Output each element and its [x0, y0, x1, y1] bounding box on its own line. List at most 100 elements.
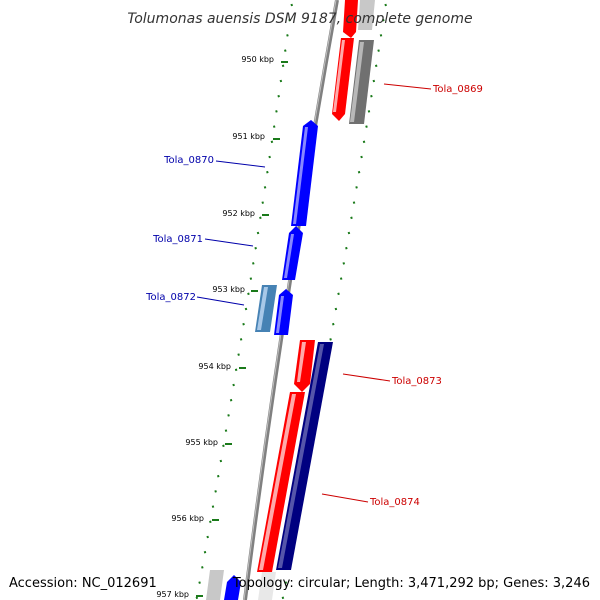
tick-dot [360, 155, 363, 159]
gene-block-tola-0872-highlight [257, 287, 268, 330]
tick-dot [334, 307, 338, 311]
tick-dot [211, 505, 215, 508]
tick-dot [219, 459, 223, 463]
tick-dot [268, 155, 271, 159]
tick-dot [286, 34, 289, 37]
gene-labels: Tola_0869 Tola_0870 Tola_0871 Tola_0872 … [145, 83, 483, 508]
tick-dot [227, 414, 230, 417]
tick-dot [224, 429, 228, 432]
tick-dot [374, 64, 378, 68]
tick-dot [355, 186, 358, 189]
tick-dot [370, 94, 373, 98]
tick-dot [329, 338, 332, 341]
tick-label: 952 kbp [222, 209, 255, 218]
gene-block-tola-0873-highlight [278, 344, 324, 568]
gene-block-tola-0870-highlight [293, 127, 308, 224]
gene-label-tola-0874[interactable]: Tola_0874 [369, 497, 420, 508]
tick-dot [256, 231, 260, 235]
tick-dot [275, 110, 278, 113]
tick-dot [263, 186, 267, 189]
tick-dot [272, 125, 276, 128]
gene-label-tola-0870[interactable]: Tola_0870 [163, 155, 214, 166]
accession-text: Accession: NC_012691 [9, 576, 157, 591]
tick-dot [345, 246, 348, 250]
gene-block-tola-0869[interactable] [332, 38, 354, 121]
tick-dot [281, 64, 285, 68]
tick-dot [195, 596, 199, 600]
topology-text: Topology: circular; Length: 3,471,292 bp… [232, 576, 590, 591]
gene-block-gray-top[interactable] [358, 0, 375, 30]
tick-dot [266, 170, 269, 174]
tick-dot [198, 581, 201, 584]
gene-block-blue-small-highlight [276, 296, 284, 333]
gene-block-light-bottom[interactable] [258, 572, 276, 600]
tick-dot [279, 79, 283, 83]
gene-label-tola-0869[interactable]: Tola_0869 [432, 84, 483, 95]
gene-block-gray-pseudo-highlight [350, 42, 364, 122]
tick-dot [261, 201, 264, 204]
tick-dot [337, 292, 340, 296]
position-ticks: 950 kbp 951 kbp 952 kbp 953 kbp 954 kbp … [156, 55, 288, 599]
tick-label: 951 kbp [232, 132, 265, 141]
gene-blocks [206, 0, 375, 600]
tick-dot [216, 474, 220, 478]
tick-dot [201, 566, 204, 569]
tick-dot [347, 231, 351, 235]
tick-dot [362, 140, 366, 144]
tick-dot [284, 49, 287, 52]
tick-dot [254, 246, 257, 250]
tick-dot [277, 94, 280, 98]
tick-dot [209, 520, 212, 524]
gene-block-tola-0869-highlight [333, 40, 345, 112]
tick-dot [252, 262, 255, 265]
tick-dot [284, 581, 288, 584]
leader-line-tola-0871 [204, 238, 254, 247]
tick-dot [290, 3, 293, 7]
tick-dot [357, 170, 361, 174]
tick-dot [365, 125, 368, 128]
tick-dot [350, 216, 353, 220]
gene-label-tola-0872[interactable]: Tola_0872 [145, 292, 196, 303]
tick-dot [214, 490, 217, 493]
gene-block-red-mid-highlight [297, 342, 306, 382]
tick-label: 953 kbp [212, 285, 245, 294]
tick-label: 956 kbp [171, 514, 204, 523]
tick-dot [377, 49, 380, 52]
tick-dot [222, 444, 225, 448]
tick-dot [367, 110, 371, 113]
tick-dot [372, 79, 376, 83]
tick-label: 957 kbp [156, 590, 189, 599]
tick-dot [259, 216, 262, 220]
leader-line-tola-0870 [215, 160, 266, 168]
tick-dot [247, 292, 250, 296]
tick-dot [379, 34, 383, 37]
tick-dot [281, 596, 285, 600]
tick-dot [206, 535, 209, 539]
gene-block-tola-0871-highlight [284, 234, 294, 278]
tick-dot [342, 262, 346, 265]
leader-line-tola-0872 [196, 296, 245, 306]
tick-dot [352, 201, 356, 204]
tick-dot [332, 322, 335, 326]
tick-dot [232, 383, 235, 387]
tick-dot [229, 398, 233, 402]
leader-line-tola-0874 [321, 493, 369, 503]
leader-line-tola-0873 [342, 373, 391, 382]
gene-block-tola-0874-highlight [259, 394, 296, 570]
tick-dot [203, 550, 207, 554]
tick-dot [242, 322, 245, 326]
outer-tick-dots [195, 3, 293, 600]
leader-line-tola-0869 [383, 83, 432, 90]
tick-dot [249, 277, 253, 280]
gene-label-tola-0871[interactable]: Tola_0871 [152, 234, 203, 245]
gene-block-gray-bottom[interactable] [206, 570, 224, 600]
gene-label-tola-0873[interactable]: Tola_0873 [391, 376, 442, 387]
tick-label: 950 kbp [241, 55, 274, 64]
tick-dot [288, 18, 291, 22]
tick-dot [339, 277, 343, 280]
gene-block-blue-bottom[interactable] [224, 575, 241, 600]
tick-label: 955 kbp [185, 438, 218, 447]
tick-label: 954 kbp [198, 362, 231, 371]
gene-block-red-top[interactable] [343, 0, 358, 38]
